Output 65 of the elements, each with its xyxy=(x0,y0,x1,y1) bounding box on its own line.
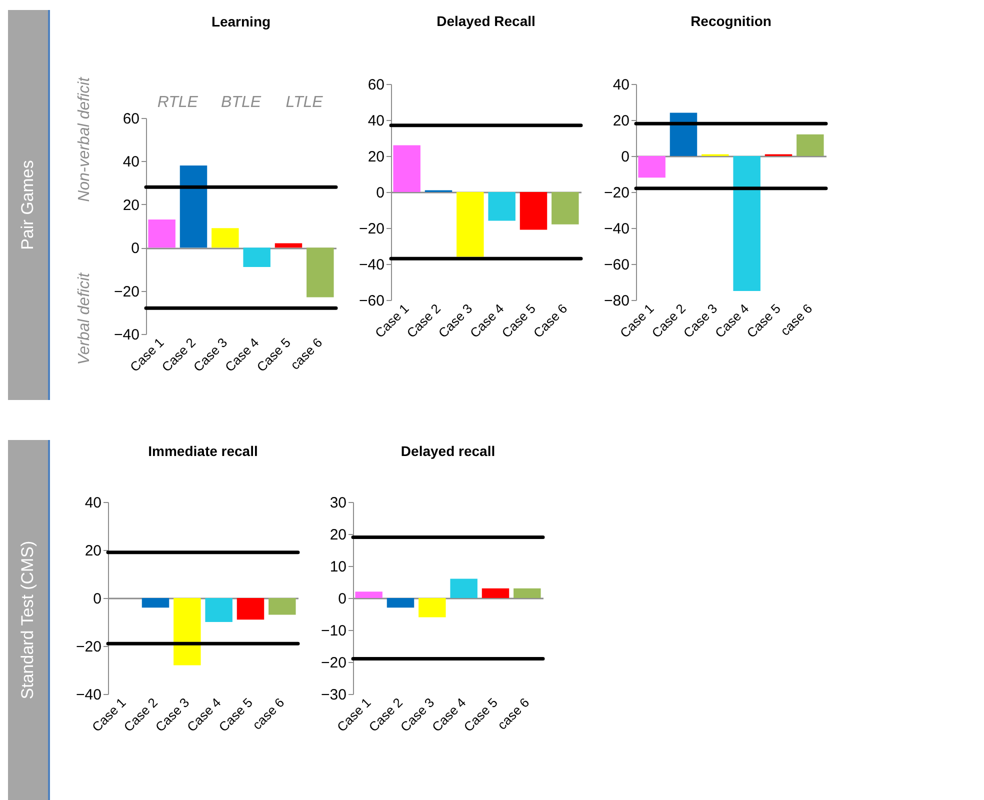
bar xyxy=(450,578,478,598)
bar xyxy=(180,166,208,248)
text: Standard Test (CMS) xyxy=(18,540,38,700)
y-tick-label: 20 xyxy=(330,526,346,544)
bar xyxy=(418,598,446,618)
text: Verbal deficit xyxy=(76,272,93,365)
bar xyxy=(212,228,239,248)
y-tick-label: 40 xyxy=(122,154,140,171)
y-tick-label: 20 xyxy=(368,148,384,166)
text: RTLE xyxy=(157,94,198,111)
bar xyxy=(306,248,334,298)
y-tick-label: 30 xyxy=(330,494,346,512)
y-tick-label: 0 xyxy=(376,184,384,202)
bar xyxy=(796,134,824,156)
y-tick-label: −80 xyxy=(604,292,630,310)
bar xyxy=(274,243,302,248)
y-tick-label: 0 xyxy=(93,590,102,608)
text: Non-verbal deficit xyxy=(76,76,93,202)
bar xyxy=(520,192,548,230)
y-tick-label: 0 xyxy=(621,148,630,166)
y-tick-label: −40 xyxy=(114,326,140,344)
bar xyxy=(670,112,698,156)
y-tick-label: −60 xyxy=(604,256,630,274)
chart-title: Learning xyxy=(211,13,271,30)
bar xyxy=(514,588,541,598)
y-tick-label: 20 xyxy=(84,542,102,560)
chart-title: Delayed recall xyxy=(400,443,496,459)
bar xyxy=(243,248,270,268)
y-tick-label: 20 xyxy=(612,112,630,130)
y-tick-label: 60 xyxy=(368,76,384,94)
y-tick-label: 40 xyxy=(612,76,630,94)
y-tick-label: −60 xyxy=(359,292,384,310)
y-tick-label: −20 xyxy=(114,283,140,300)
bar xyxy=(386,598,414,608)
text: Pair Games xyxy=(18,160,38,250)
bar xyxy=(393,145,420,192)
y-tick-label: −30 xyxy=(321,686,346,704)
y-tick-label: 10 xyxy=(330,558,346,576)
y-tick-label: 40 xyxy=(368,112,384,130)
y-tick-label: 60 xyxy=(122,110,140,128)
y-tick-label: −20 xyxy=(359,220,384,238)
bar xyxy=(148,220,176,248)
y-tick-label: 0 xyxy=(131,240,140,258)
text: LTLE xyxy=(286,94,324,111)
bar xyxy=(456,192,484,257)
chart-title: Delayed Recall xyxy=(436,13,536,29)
y-tick-label: 40 xyxy=(84,494,102,512)
y-tick-label: 20 xyxy=(122,196,140,214)
y-tick-label: −20 xyxy=(604,184,630,202)
y-tick-label: 0 xyxy=(338,590,346,608)
bar xyxy=(355,592,382,598)
y-tick-label: −20 xyxy=(321,654,346,672)
y-tick-label: −10 xyxy=(321,622,346,640)
text: BTLE xyxy=(220,94,262,111)
bar xyxy=(638,156,666,178)
y-tick-label: −20 xyxy=(76,638,102,656)
bar xyxy=(488,192,516,221)
chart-title: Recognition xyxy=(690,13,772,29)
chart-title: Immediate recall xyxy=(148,443,258,459)
y-tick-label: −40 xyxy=(604,220,630,238)
bar xyxy=(552,192,579,224)
y-tick-label: −40 xyxy=(76,686,102,704)
bar xyxy=(482,588,510,598)
y-tick-label: −40 xyxy=(359,256,384,274)
bar xyxy=(733,156,760,291)
